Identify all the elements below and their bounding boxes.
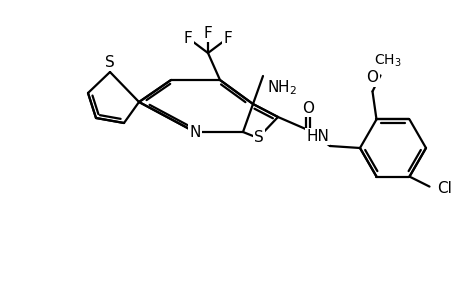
Text: CH$_3$: CH$_3$ bbox=[374, 53, 401, 69]
Text: F: F bbox=[203, 26, 212, 41]
Text: NH$_2$: NH$_2$ bbox=[266, 78, 297, 97]
Text: Cl: Cl bbox=[437, 181, 451, 196]
Text: O: O bbox=[302, 101, 313, 116]
Text: O: O bbox=[366, 70, 378, 86]
Text: S: S bbox=[253, 130, 263, 145]
Text: N: N bbox=[189, 124, 200, 140]
Text: F: F bbox=[183, 31, 192, 46]
Text: S: S bbox=[105, 55, 115, 70]
Text: F: F bbox=[223, 31, 232, 46]
Text: HN: HN bbox=[305, 129, 328, 144]
